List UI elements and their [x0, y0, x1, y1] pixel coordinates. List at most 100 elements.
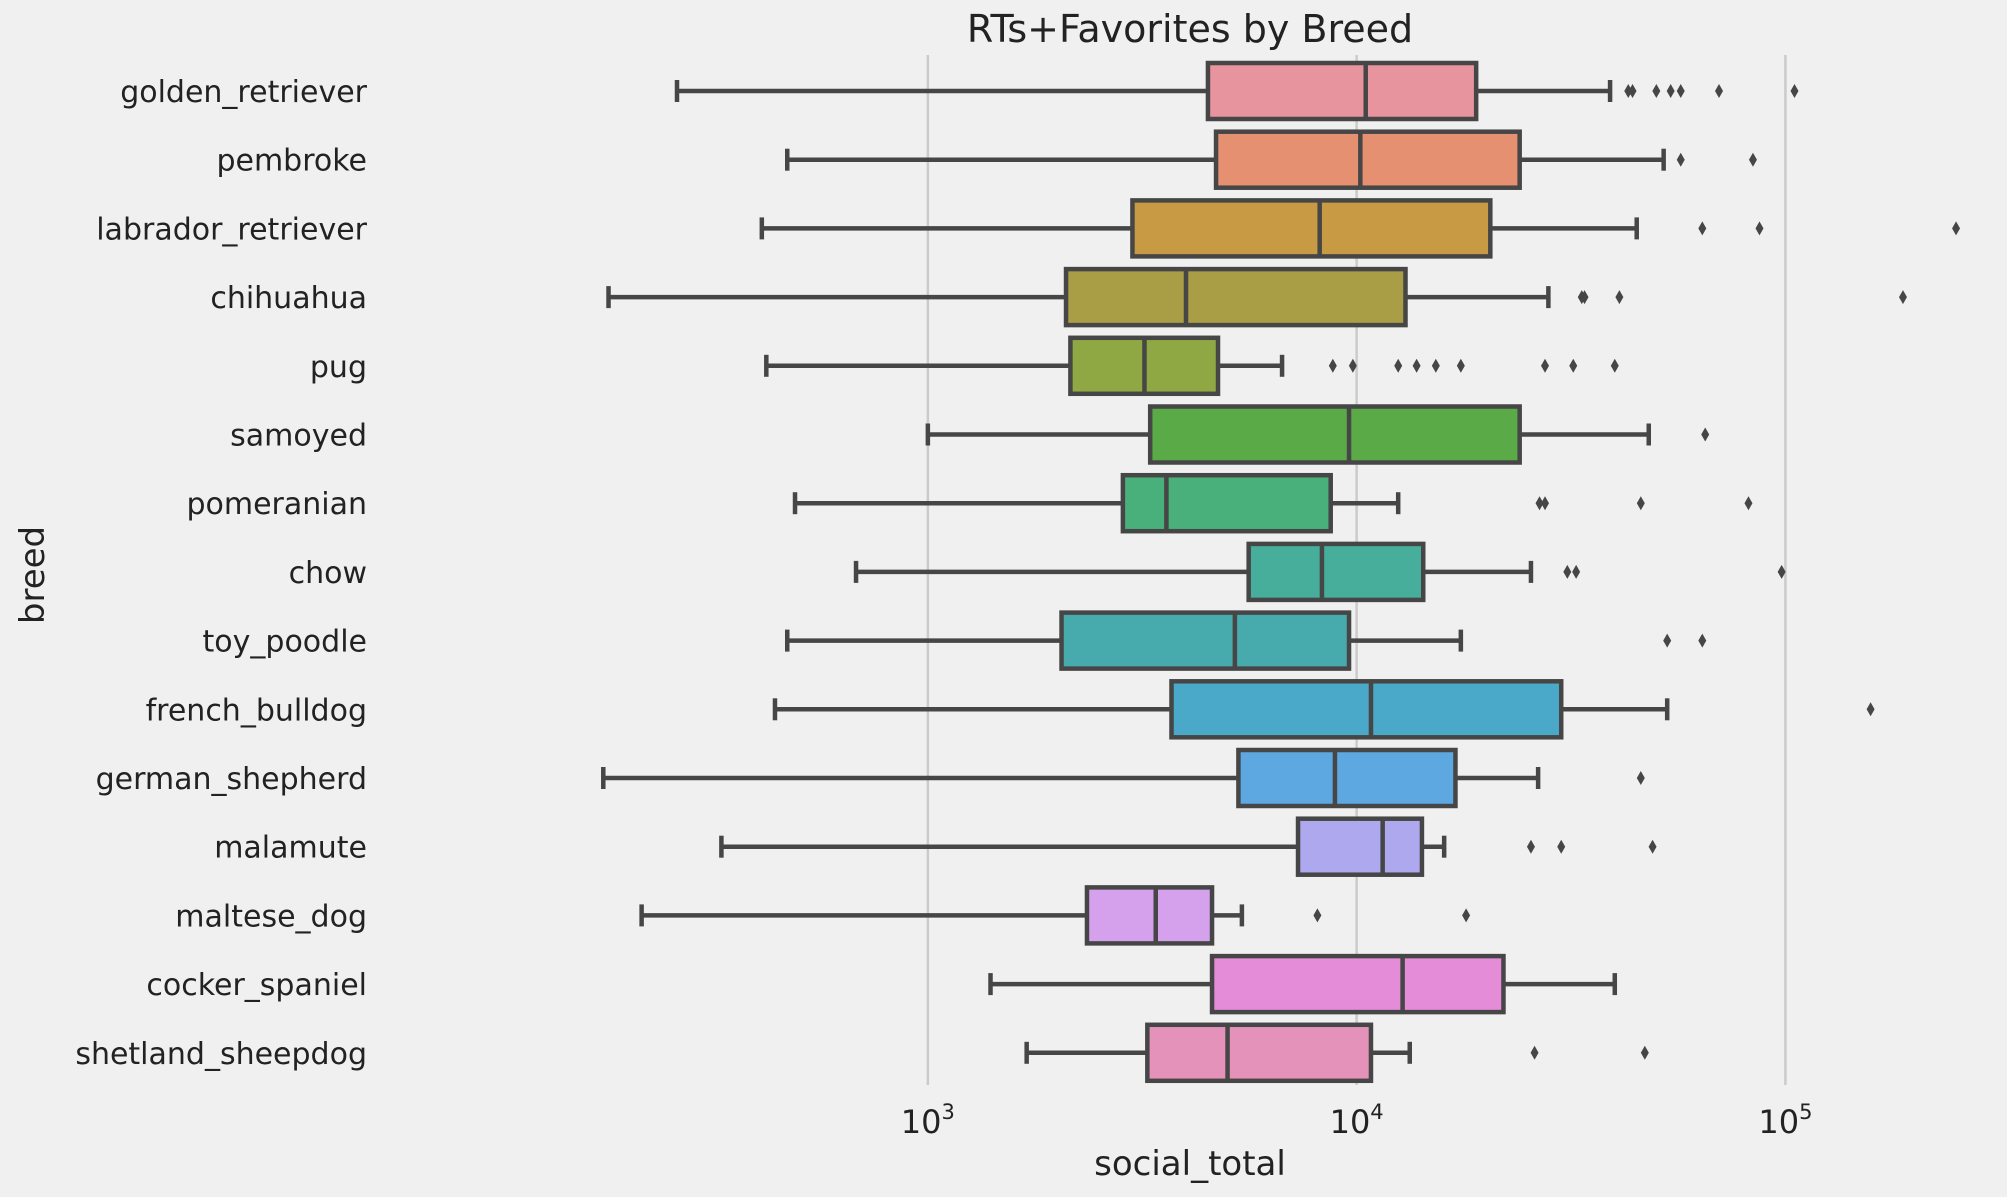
- box-group-chow: [853, 541, 1786, 603]
- outlier-point: [1431, 358, 1440, 373]
- outlier-point: [1328, 358, 1337, 373]
- outlier-point: [1666, 84, 1675, 98]
- y-tick-label: chihuahua: [210, 281, 367, 316]
- outlier-point: [1313, 908, 1322, 923]
- box-iqr: [1205, 60, 1479, 122]
- box-group-pembroke: [785, 129, 1757, 190]
- outlier-point: [1676, 84, 1685, 98]
- x-tick-base: 10: [901, 1103, 942, 1141]
- x-axis-label: social_total: [1094, 1144, 1286, 1184]
- y-tick-label: shetland_sheepdog: [75, 1037, 367, 1072]
- box-group-chihuahua: [606, 266, 1907, 328]
- outlier-point: [1748, 152, 1757, 167]
- box-group-labrador_retriever: [759, 198, 1961, 259]
- outlier-point: [1541, 358, 1550, 373]
- x-tick-exponent: 4: [1370, 1100, 1383, 1124]
- box-iqr: [1059, 610, 1352, 671]
- x-tick-base: 10: [1330, 1103, 1371, 1141]
- outlier-point: [1563, 564, 1572, 579]
- y-tick-label: malamute: [214, 831, 367, 866]
- box-group-german_shepherd: [601, 747, 1645, 809]
- x-tick-label: 104: [1330, 1100, 1384, 1141]
- outlier-point: [1698, 221, 1707, 236]
- y-tick-label: labrador_retriever: [96, 212, 367, 247]
- outlier-point: [1628, 84, 1637, 98]
- box-iqr: [1295, 816, 1425, 877]
- y-tick-label: samoyed: [230, 419, 367, 454]
- box-iqr: [1130, 198, 1493, 259]
- box-iqr: [1209, 953, 1506, 1015]
- outlier-point: [1412, 358, 1421, 373]
- outlier-point: [1777, 564, 1786, 579]
- box-iqr: [1213, 129, 1522, 190]
- outlier-point: [1866, 702, 1875, 717]
- outlier-point: [1456, 358, 1465, 373]
- outlier-point: [1648, 839, 1657, 854]
- y-tick-label: pembroke: [216, 144, 367, 179]
- outlier-point: [1580, 290, 1589, 305]
- outlier-point: [1462, 908, 1471, 923]
- outlier-point: [1535, 496, 1544, 511]
- box-iqr: [1084, 885, 1215, 946]
- box-iqr: [1169, 679, 1564, 740]
- box-iqr: [1246, 541, 1426, 603]
- outlier-point: [1744, 496, 1753, 511]
- y-tick-label: pomeranian: [186, 487, 367, 522]
- box-iqr: [1063, 266, 1408, 328]
- outlier-point: [1701, 427, 1710, 442]
- x-tick-label: 103: [901, 1100, 955, 1141]
- box-iqr: [1236, 747, 1458, 809]
- outlier-point: [1530, 1045, 1539, 1060]
- y-tick-label: chow: [289, 556, 367, 591]
- outlier-point: [1569, 358, 1578, 373]
- outlier-point: [1624, 84, 1633, 98]
- outlier-point: [1698, 633, 1707, 648]
- outlier-point: [1755, 221, 1764, 236]
- outlier-point: [1572, 564, 1581, 579]
- box-group-cocker_spaniel: [988, 953, 1618, 1015]
- outlier-point: [1610, 358, 1619, 373]
- box-group-pug: [764, 335, 1619, 397]
- box-group-pomeranian: [792, 472, 1753, 534]
- outlier-point: [1640, 1045, 1649, 1060]
- box-group-french_bulldog: [772, 679, 1875, 740]
- y-tick-label: maltese_dog: [175, 899, 367, 934]
- outlier-point: [1952, 221, 1961, 236]
- outlier-point: [1394, 358, 1403, 373]
- chart-title: RTs+Favorites by Breed: [967, 7, 1413, 51]
- outlier-point: [1636, 496, 1645, 511]
- outlier-point: [1557, 839, 1566, 854]
- labels-layer: 103 104 105golden_retrieverpembrokelabrado…: [75, 75, 1812, 1141]
- box-group-malamute: [719, 816, 1657, 877]
- box-iqr: [1120, 472, 1333, 534]
- x-tick-base: 10: [1758, 1103, 1799, 1141]
- y-tick-label: pug: [310, 350, 367, 385]
- outlier-point: [1676, 152, 1685, 167]
- box-iqr: [1147, 404, 1522, 465]
- outlier-point: [1715, 84, 1724, 98]
- y-tick-label: german_shepherd: [96, 762, 367, 797]
- outlier-point: [1898, 290, 1907, 305]
- y-axis-label: breed: [13, 526, 53, 624]
- boxes-layer: [601, 60, 1961, 1084]
- y-tick-label: golden_retriever: [120, 75, 367, 110]
- box-group-toy_poodle: [785, 610, 1707, 671]
- box-group-samoyed: [925, 404, 1710, 465]
- x-tick-exponent: 5: [1799, 1100, 1812, 1124]
- box-group-golden_retriever: [674, 60, 1799, 122]
- outlier-point: [1790, 84, 1799, 98]
- outlier-point: [1652, 84, 1661, 98]
- outlier-point: [1541, 496, 1550, 511]
- box-group-maltese_dog: [639, 885, 1471, 946]
- box-iqr: [1145, 1022, 1374, 1084]
- outlier-point: [1615, 290, 1624, 305]
- box-group-shetland_sheepdog: [1024, 1022, 1649, 1084]
- y-tick-label: cocker_spaniel: [146, 968, 367, 1003]
- x-tick-label: 105: [1758, 1100, 1812, 1141]
- y-tick-label: toy_poodle: [203, 625, 367, 660]
- x-tick-exponent: 3: [942, 1100, 955, 1124]
- y-tick-label: french_bulldog: [146, 693, 367, 728]
- outlier-point: [1348, 358, 1357, 373]
